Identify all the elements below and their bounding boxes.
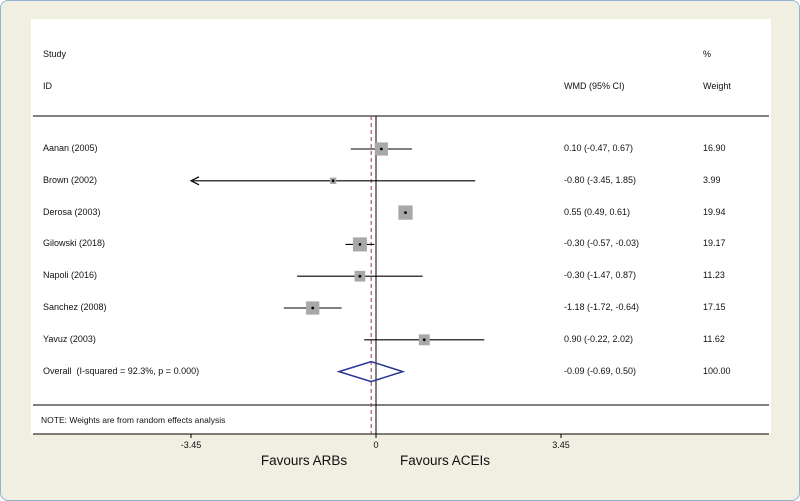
study-weight: 11.23 xyxy=(703,270,725,281)
study-wmd: 0.90 (-0.22, 2.02) xyxy=(564,333,634,344)
study-wmd: 0.10 (-0.47, 0.67) xyxy=(564,143,634,153)
study-label: Gilowski (2018) xyxy=(43,238,106,249)
study-wmd: -1.18 (-1.72, -0.64) xyxy=(564,302,640,312)
study-wmd: -0.30 (-1.47, 0.87) xyxy=(564,270,637,281)
column-header-wmd: WMD (95% CI) xyxy=(564,81,625,91)
study-weight: 19.17 xyxy=(703,238,726,249)
note-text: NOTE: Weights are from random effects an… xyxy=(41,415,226,425)
study-label: Sanchez (2008) xyxy=(43,302,107,312)
study-wmd: -0.80 (-3.45, 1.85) xyxy=(564,174,637,185)
favours-right-label: Favours ACEIs xyxy=(399,453,491,468)
study-weight: 16.90 xyxy=(703,143,726,153)
study-label: Aanan (2005) xyxy=(43,143,98,153)
study-label: Brown (2002) xyxy=(43,174,98,185)
study-wmd: -0.30 (-0.57, -0.03) xyxy=(564,238,640,249)
axis-tick-label: 0 xyxy=(373,440,379,450)
study-weight: 17.15 xyxy=(703,302,726,312)
study-weight: 11.62 xyxy=(703,333,725,344)
study-wmd: 0.55 (0.49, 0.61) xyxy=(564,206,631,217)
axis-tick-label: -3.45 xyxy=(180,440,202,450)
study-label: Napoli (2016) xyxy=(43,270,98,281)
column-header-id: ID xyxy=(43,81,52,91)
study-weight: 19.94 xyxy=(703,206,726,217)
overall-weight: 100.00 xyxy=(703,365,731,376)
study-label: Yavuz (2003) xyxy=(43,333,96,344)
column-header-percent: % xyxy=(703,49,712,59)
overall-wmd: -0.09 (-0.69, 0.50) xyxy=(564,365,637,376)
study-label: Derosa (2003) xyxy=(43,206,101,217)
column-header-weight: Weight xyxy=(703,81,731,91)
favours-left-label: Favours ARBs xyxy=(260,453,348,468)
column-header-study: Study xyxy=(43,49,67,59)
axis-tick-label: 3.45 xyxy=(552,440,570,450)
study-weight: 3.99 xyxy=(703,174,721,185)
overall-label: Overall (I-squared = 92.3%, p = 0.000) xyxy=(43,365,200,376)
